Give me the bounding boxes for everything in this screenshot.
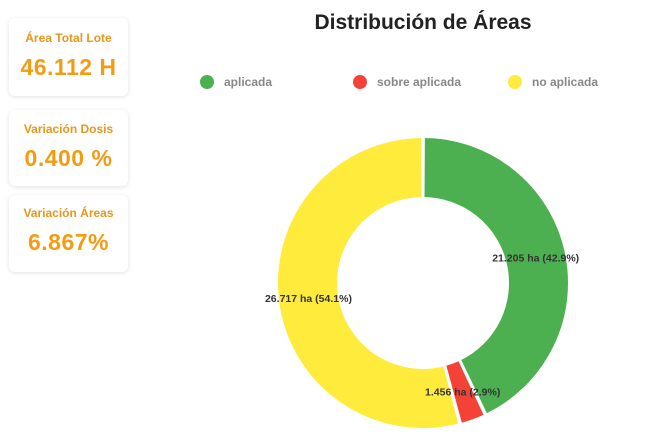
legend-item-no-aplicada[interactable]: no aplicada: [508, 74, 598, 90]
card-variacion-dosis-value: 0.400 %: [24, 145, 113, 171]
donut-slice-sobre-aplicada[interactable]: [443, 358, 487, 426]
legend-dot-aplicada: [200, 75, 214, 89]
legend-dot-no-aplicada: [508, 75, 522, 89]
card-variacion-areas: Variación Áreas 6.867%: [9, 195, 128, 272]
data-label-sobre-aplicada: 1.456 ha (2.9%): [425, 386, 500, 398]
legend-label-aplicada: aplicada: [224, 75, 273, 89]
card-variacion-areas-label: Variación Áreas: [23, 206, 114, 220]
card-variacion-areas-value: 6.867%: [27, 229, 109, 255]
legend-dot-sobre-aplicada: [353, 75, 367, 89]
card-variacion-dosis-label: Variación Dosis: [23, 122, 114, 136]
card-area-total: Área Total Lote 46.112 H: [9, 18, 128, 96]
legend-label-no-aplicada: no aplicada: [532, 75, 599, 89]
card-area-total-value: 46.112 H: [20, 54, 117, 80]
legend-item-aplicada[interactable]: aplicada: [200, 74, 272, 90]
donut-slice-no-aplicada[interactable]: [276, 135, 461, 430]
data-label-no-aplicada: 26.717 ha (54.1%): [265, 293, 352, 305]
data-label-aplicada: 21.205 ha (42.9%): [492, 253, 579, 265]
donut-slice-aplicada[interactable]: [422, 135, 570, 416]
legend-label-sobre-aplicada: sobre aplicada: [377, 75, 462, 89]
card-area-total-label: Área Total Lote: [25, 31, 112, 45]
chart-title: Distribución de Áreas: [314, 11, 532, 34]
legend-item-sobre-aplicada[interactable]: sobre aplicada: [353, 74, 461, 90]
card-variacion-dosis: Variación Dosis 0.400 %: [9, 110, 128, 186]
